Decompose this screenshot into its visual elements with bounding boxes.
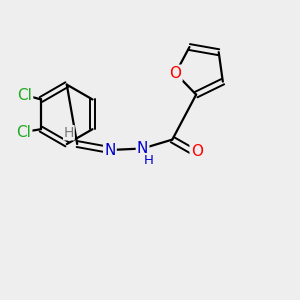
Text: N: N [104, 142, 116, 158]
Text: H: H [64, 126, 74, 140]
Text: H: H [144, 154, 154, 167]
Text: O: O [191, 144, 203, 159]
Text: O: O [169, 66, 181, 81]
Text: N: N [137, 141, 148, 156]
Text: Cl: Cl [17, 88, 32, 103]
Text: Cl: Cl [16, 125, 31, 140]
